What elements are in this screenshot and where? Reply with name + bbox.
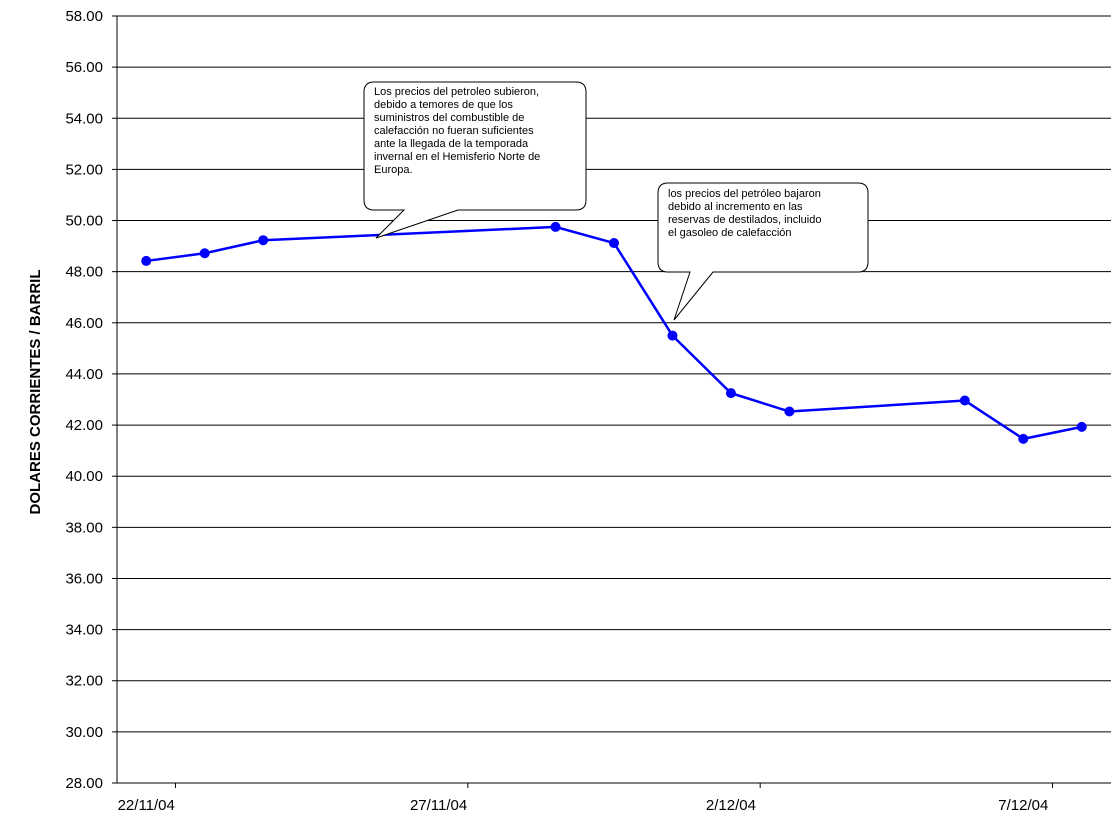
y-tick-label: 58.00 <box>65 8 103 25</box>
x-tick-label: 27/11/04 <box>410 797 467 814</box>
data-point <box>141 255 152 266</box>
data-point <box>550 221 561 232</box>
y-tick-label: 40.00 <box>65 468 103 485</box>
y-tick-label: 52.00 <box>65 161 103 178</box>
series-line <box>146 225 1083 441</box>
series-points <box>141 221 1087 444</box>
y-tick-label: 42.00 <box>65 417 103 434</box>
y-tick-label: 30.00 <box>65 724 103 741</box>
x-tick-label: 2/12/04 <box>706 797 756 814</box>
x-tick-label: 7/12/04 <box>998 797 1048 814</box>
grid-lines <box>117 15 1111 733</box>
y-tick-label: 32.00 <box>65 673 103 690</box>
y-tick-label: 46.00 <box>65 315 103 332</box>
y-axis-label: DOLARES CORRIENTES / BARRIL <box>27 269 44 514</box>
callout-text-rise: Los precios del petroleo subieron, debid… <box>374 86 541 176</box>
data-point <box>667 330 678 341</box>
data-point <box>609 238 619 249</box>
data-point <box>725 388 736 399</box>
data-point <box>258 235 269 246</box>
x-tick-label: 22/11/04 <box>118 797 175 814</box>
callout-text-drop: los precios del petróleo bajaron debido … <box>668 188 822 239</box>
x-axis-tick-labels: 22/11/04 27/11/04 2/12/04 7/12/04 <box>118 783 1054 814</box>
data-point <box>959 395 970 406</box>
y-axis-tick-labels: 28.00 30.00 32.00 34.00 36.00 38.00 40.00 42.00… <box>65 8 117 792</box>
y-tick-label: 36.00 <box>65 570 103 587</box>
y-tick-label: 54.00 <box>65 110 103 127</box>
y-tick-label: 38.00 <box>65 519 103 536</box>
y-tick-label: 56.00 <box>65 59 103 76</box>
data-point <box>199 248 210 259</box>
y-tick-label: 44.00 <box>65 366 103 383</box>
y-tick-label: 50.00 <box>65 213 103 230</box>
callout-bubble-rise <box>363 81 587 239</box>
data-point <box>1018 433 1029 444</box>
data-point <box>784 406 795 417</box>
y-tick-label: 28.00 <box>65 775 103 792</box>
callout-bubble-drop <box>657 182 869 321</box>
y-tick-label: 48.00 <box>65 264 103 281</box>
y-tick-label: 34.00 <box>65 622 103 639</box>
data-point <box>1076 421 1087 432</box>
